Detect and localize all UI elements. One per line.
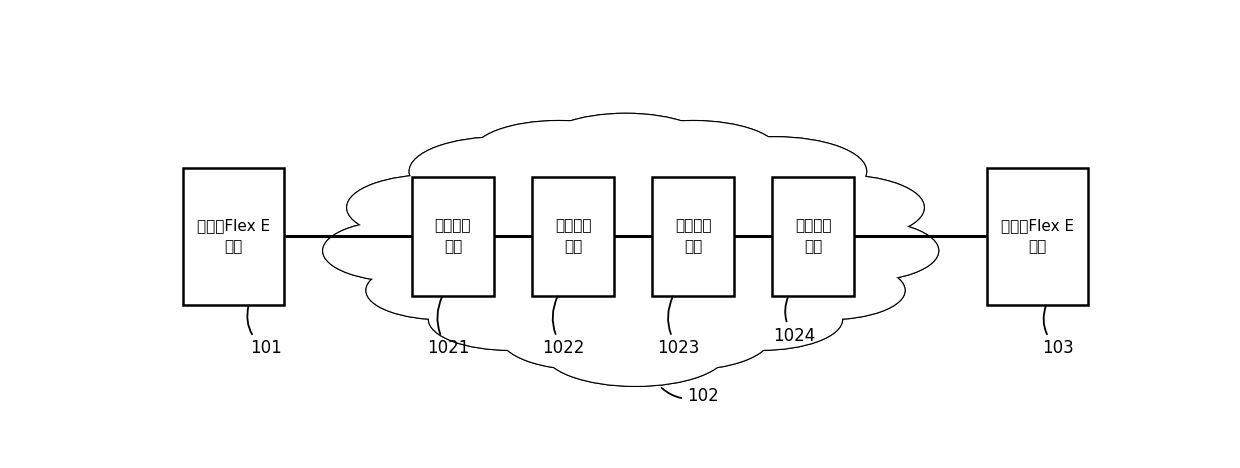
Ellipse shape (391, 143, 870, 351)
Circle shape (598, 305, 770, 370)
Circle shape (606, 121, 780, 186)
Bar (987, 168, 1087, 305)
Circle shape (775, 220, 939, 281)
Circle shape (539, 114, 712, 179)
Circle shape (501, 305, 675, 370)
Circle shape (598, 305, 770, 370)
Circle shape (396, 146, 875, 327)
Bar (412, 177, 494, 296)
Circle shape (678, 289, 842, 350)
Text: 1021: 1021 (427, 297, 469, 358)
Text: 103: 103 (1043, 306, 1074, 358)
Circle shape (367, 262, 521, 319)
Circle shape (598, 305, 770, 370)
Text: 102: 102 (662, 388, 719, 405)
Circle shape (750, 262, 904, 319)
Circle shape (539, 114, 712, 179)
Text: 源端的Flex E
设备: 源端的Flex E 设备 (197, 219, 270, 254)
Bar (773, 177, 854, 296)
Circle shape (683, 137, 866, 206)
Circle shape (429, 289, 593, 350)
Circle shape (324, 220, 486, 281)
Circle shape (606, 121, 780, 186)
Circle shape (347, 175, 521, 240)
Circle shape (367, 262, 521, 319)
Bar (184, 168, 284, 305)
Circle shape (409, 137, 593, 206)
Circle shape (347, 175, 521, 240)
Circle shape (750, 262, 904, 319)
Text: 1024: 1024 (773, 297, 815, 345)
Circle shape (683, 137, 866, 206)
Text: 第二传输
设备: 第二传输 设备 (554, 219, 591, 254)
Circle shape (606, 121, 780, 186)
Circle shape (750, 175, 924, 240)
Circle shape (472, 121, 645, 186)
Circle shape (678, 289, 842, 350)
Circle shape (472, 121, 645, 186)
Circle shape (429, 289, 593, 350)
Text: 第一传输
设备: 第一传输 设备 (435, 219, 471, 254)
Circle shape (347, 175, 521, 240)
Circle shape (750, 175, 924, 240)
Circle shape (429, 289, 593, 350)
Circle shape (409, 137, 593, 206)
Circle shape (324, 220, 486, 281)
Text: 收端的Flex E
设备: 收端的Flex E 设备 (1001, 219, 1074, 254)
Text: 第四传输
设备: 第四传输 设备 (795, 219, 832, 254)
Circle shape (775, 220, 939, 281)
Circle shape (750, 262, 904, 319)
Circle shape (544, 317, 727, 386)
Bar (652, 177, 734, 296)
Circle shape (539, 114, 712, 179)
Circle shape (409, 137, 593, 206)
Circle shape (472, 121, 645, 186)
Circle shape (396, 146, 875, 327)
Circle shape (683, 137, 866, 206)
Text: 1022: 1022 (542, 297, 584, 358)
Circle shape (544, 317, 727, 386)
Bar (532, 177, 614, 296)
Circle shape (324, 220, 486, 281)
Text: 1023: 1023 (657, 297, 699, 358)
Circle shape (396, 146, 875, 327)
Circle shape (678, 289, 842, 350)
Circle shape (501, 305, 675, 370)
Circle shape (544, 317, 727, 386)
Circle shape (775, 220, 939, 281)
Circle shape (367, 262, 521, 319)
Circle shape (501, 305, 675, 370)
Text: 第三传输
设备: 第三传输 设备 (675, 219, 712, 254)
Circle shape (750, 175, 924, 240)
Text: 101: 101 (247, 306, 281, 358)
